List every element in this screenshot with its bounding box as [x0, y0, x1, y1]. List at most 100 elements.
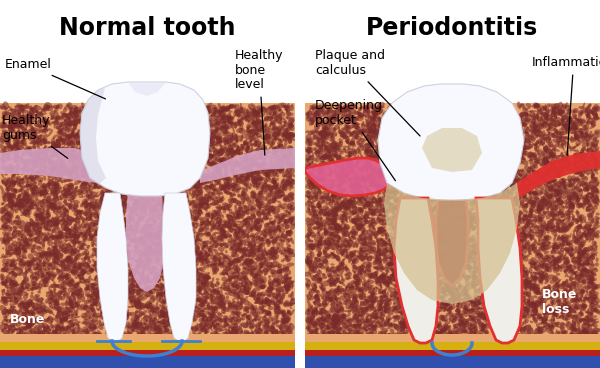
- Ellipse shape: [318, 132, 323, 136]
- Ellipse shape: [164, 132, 170, 136]
- Ellipse shape: [75, 336, 80, 340]
- Ellipse shape: [46, 195, 51, 202]
- Ellipse shape: [197, 248, 201, 252]
- Ellipse shape: [279, 249, 283, 254]
- Ellipse shape: [269, 230, 275, 235]
- Ellipse shape: [102, 115, 109, 122]
- Ellipse shape: [468, 219, 472, 227]
- Ellipse shape: [134, 199, 139, 204]
- Ellipse shape: [376, 168, 382, 176]
- Ellipse shape: [178, 266, 181, 269]
- Ellipse shape: [471, 218, 475, 222]
- Ellipse shape: [435, 159, 439, 169]
- Ellipse shape: [8, 184, 10, 189]
- Ellipse shape: [164, 111, 170, 114]
- Ellipse shape: [180, 134, 184, 138]
- Ellipse shape: [372, 209, 379, 215]
- Ellipse shape: [260, 299, 263, 305]
- Ellipse shape: [329, 119, 331, 123]
- Ellipse shape: [67, 255, 71, 261]
- Ellipse shape: [440, 167, 445, 175]
- Ellipse shape: [522, 204, 526, 209]
- Ellipse shape: [244, 283, 247, 287]
- Ellipse shape: [4, 340, 7, 343]
- Ellipse shape: [435, 137, 438, 139]
- Ellipse shape: [98, 216, 102, 222]
- Ellipse shape: [71, 155, 79, 160]
- Ellipse shape: [154, 130, 158, 137]
- Ellipse shape: [70, 139, 75, 144]
- Ellipse shape: [363, 255, 366, 258]
- Ellipse shape: [344, 109, 351, 112]
- Ellipse shape: [487, 196, 492, 204]
- Ellipse shape: [574, 239, 580, 245]
- Ellipse shape: [406, 121, 410, 126]
- Ellipse shape: [317, 235, 320, 238]
- Ellipse shape: [29, 167, 34, 171]
- Ellipse shape: [215, 136, 222, 143]
- Ellipse shape: [201, 315, 205, 319]
- Ellipse shape: [40, 266, 42, 271]
- Ellipse shape: [511, 184, 515, 192]
- Ellipse shape: [356, 141, 362, 146]
- Ellipse shape: [193, 307, 196, 312]
- Ellipse shape: [556, 222, 560, 226]
- Ellipse shape: [231, 271, 239, 275]
- Ellipse shape: [483, 119, 489, 123]
- Ellipse shape: [333, 147, 337, 156]
- Ellipse shape: [290, 337, 295, 340]
- Ellipse shape: [146, 117, 152, 120]
- Ellipse shape: [472, 135, 475, 139]
- Ellipse shape: [93, 292, 99, 298]
- Ellipse shape: [572, 291, 577, 297]
- Ellipse shape: [131, 206, 134, 211]
- Ellipse shape: [35, 304, 38, 311]
- Ellipse shape: [439, 300, 443, 308]
- Ellipse shape: [350, 188, 356, 194]
- Ellipse shape: [117, 288, 121, 290]
- Ellipse shape: [108, 328, 112, 332]
- Ellipse shape: [393, 343, 397, 349]
- Ellipse shape: [432, 117, 439, 121]
- Ellipse shape: [305, 112, 309, 115]
- Ellipse shape: [222, 224, 227, 229]
- Ellipse shape: [497, 259, 502, 265]
- Ellipse shape: [430, 194, 436, 199]
- Ellipse shape: [287, 251, 291, 253]
- Ellipse shape: [586, 274, 591, 281]
- Ellipse shape: [500, 251, 505, 258]
- Ellipse shape: [587, 263, 592, 265]
- Ellipse shape: [229, 323, 238, 329]
- Ellipse shape: [376, 170, 382, 177]
- Ellipse shape: [593, 114, 599, 121]
- Ellipse shape: [277, 138, 283, 142]
- Ellipse shape: [440, 291, 446, 294]
- Ellipse shape: [499, 135, 503, 138]
- Ellipse shape: [522, 245, 527, 254]
- Ellipse shape: [122, 284, 128, 288]
- Ellipse shape: [312, 163, 317, 169]
- Ellipse shape: [14, 159, 18, 163]
- Ellipse shape: [227, 144, 233, 151]
- Ellipse shape: [573, 153, 578, 159]
- Ellipse shape: [11, 263, 17, 269]
- Ellipse shape: [175, 343, 179, 348]
- Ellipse shape: [533, 284, 540, 290]
- Ellipse shape: [3, 265, 8, 269]
- Ellipse shape: [132, 305, 134, 308]
- Ellipse shape: [85, 196, 90, 204]
- Ellipse shape: [144, 121, 149, 125]
- Ellipse shape: [134, 229, 137, 232]
- Ellipse shape: [186, 183, 193, 189]
- Ellipse shape: [310, 251, 314, 258]
- Ellipse shape: [322, 181, 330, 188]
- Ellipse shape: [340, 176, 345, 181]
- Ellipse shape: [56, 301, 61, 307]
- Ellipse shape: [257, 105, 262, 109]
- Ellipse shape: [15, 215, 18, 219]
- Ellipse shape: [493, 311, 497, 319]
- Ellipse shape: [443, 171, 448, 178]
- Ellipse shape: [425, 343, 430, 347]
- Ellipse shape: [275, 305, 280, 310]
- Ellipse shape: [304, 232, 312, 238]
